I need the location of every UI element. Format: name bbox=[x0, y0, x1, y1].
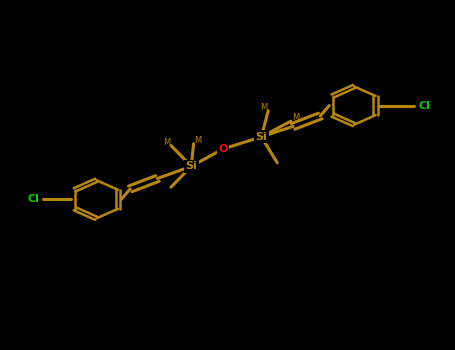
Text: Si: Si bbox=[256, 132, 267, 142]
Text: M: M bbox=[163, 138, 170, 147]
Text: M: M bbox=[292, 113, 299, 122]
Text: M: M bbox=[260, 103, 267, 112]
Text: Cl: Cl bbox=[418, 100, 430, 111]
Text: Cl: Cl bbox=[27, 194, 39, 204]
Text: O: O bbox=[218, 144, 228, 154]
Text: Si: Si bbox=[186, 161, 197, 171]
Text: M: M bbox=[194, 136, 202, 145]
